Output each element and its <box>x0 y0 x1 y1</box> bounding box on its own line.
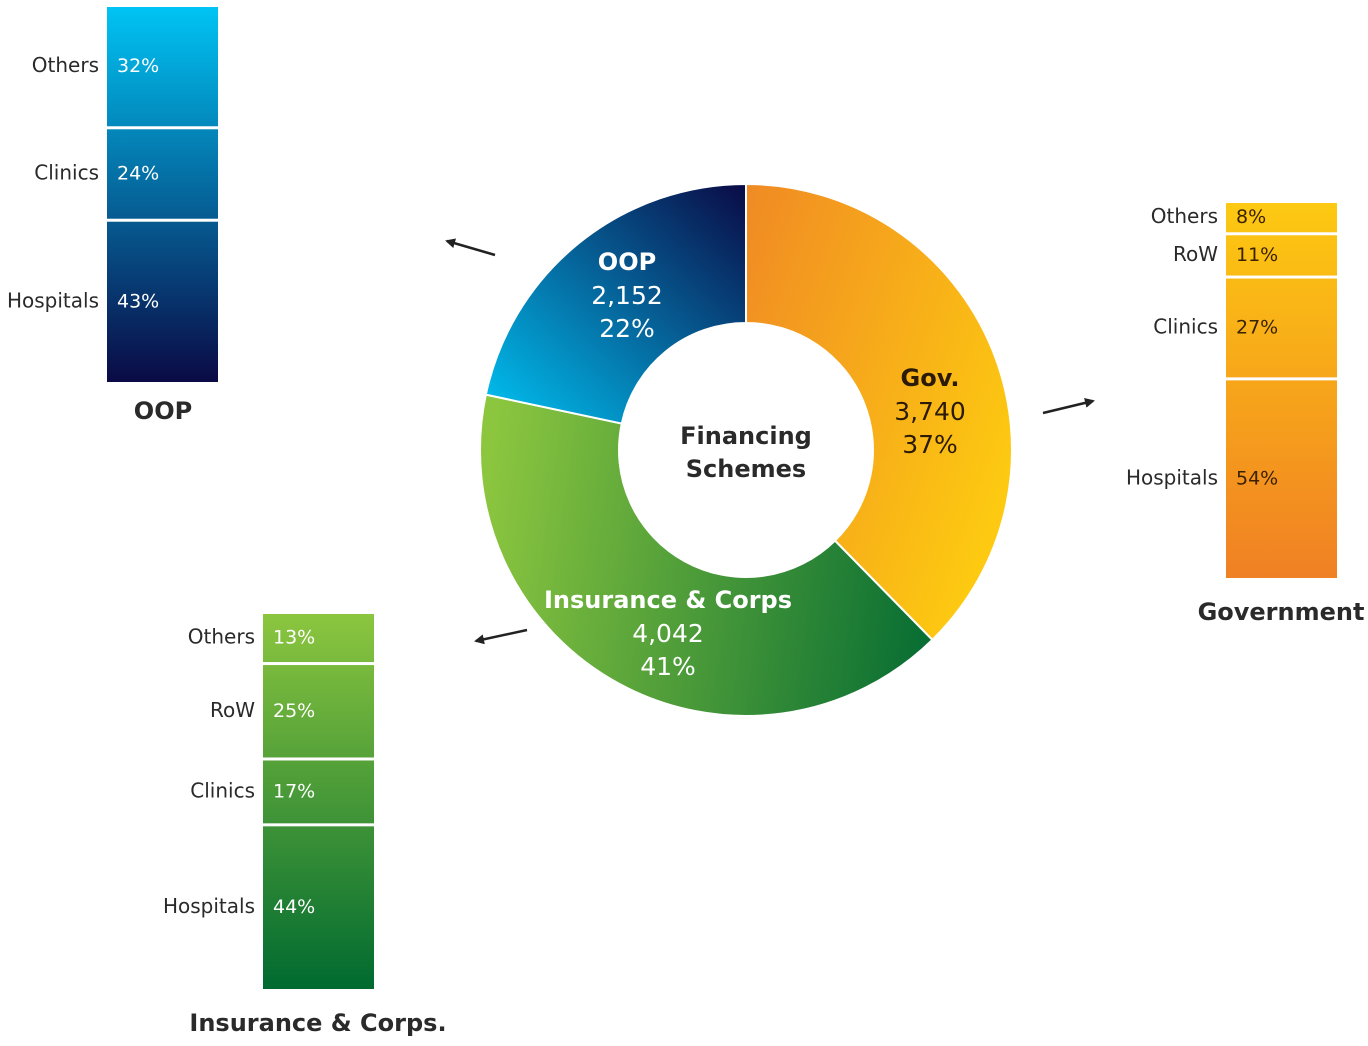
slice-value: 4,042 <box>632 619 704 648</box>
bar-segment <box>1226 203 1337 233</box>
bar-title: Insurance & Corps. <box>189 1009 446 1037</box>
bar-value-label: 54% <box>1236 468 1278 490</box>
bar-category-label: Hospitals <box>7 288 99 312</box>
bar-title: OOP <box>134 397 192 425</box>
slice-label: Gov. <box>901 364 960 392</box>
bar-value-label: 8% <box>1236 206 1266 228</box>
bar-segment <box>1226 380 1337 578</box>
bar-category-label: Clinics <box>34 161 99 185</box>
government-stacked-bar: Others 8% RoW 11% Clinics 27% Hospitals 54% Gove… <box>1126 203 1364 626</box>
bar-segment <box>107 129 218 219</box>
donut-chart: Gov. 3,740 37% Insurance & Corps 4,042 41% OOP… <box>479 182 1013 717</box>
donut-slice-gov <box>745 182 1013 642</box>
bar-value-label: 27% <box>1236 316 1278 338</box>
bar-segment <box>263 614 374 663</box>
donut-slice-oop <box>484 182 747 425</box>
insurance-stacked-bar: Others 13% RoW 25% Clinics 17% Hospitals 44% Ins… <box>163 614 447 1037</box>
bar-category-label: RoW <box>1173 242 1218 266</box>
bar-segment <box>107 7 218 127</box>
bar-segment <box>263 826 374 989</box>
connector-arrows <box>445 238 1095 645</box>
bar-value-label: 13% <box>273 627 315 649</box>
bar-value-label: 44% <box>273 896 315 918</box>
bar-title: Government <box>1198 598 1365 626</box>
slice-value: 2,152 <box>591 281 663 310</box>
bar-category-label: Others <box>1151 204 1218 228</box>
slice-percent: 41% <box>640 652 696 681</box>
bar-category-label: Others <box>188 625 255 649</box>
bar-value-label: 43% <box>117 290 159 312</box>
bar-segment <box>1226 278 1337 378</box>
donut-slice-insurance-corps <box>479 393 934 717</box>
arrow-to-government <box>1042 398 1095 415</box>
bar-category-label: RoW <box>210 698 255 722</box>
slice-percent: 37% <box>902 430 958 459</box>
bar-category-label: Hospitals <box>1126 466 1218 490</box>
bar-segment <box>263 665 374 758</box>
oop-stacked-bar: Others 32% Clinics 24% Hospitals 43% OOP <box>7 7 218 425</box>
bar-value-label: 24% <box>117 163 159 185</box>
bar-category-label: Others <box>32 53 99 77</box>
bar-category-label: Clinics <box>1153 314 1218 338</box>
bar-segment <box>107 221 218 382</box>
bar-value-label: 17% <box>273 780 315 802</box>
slice-value: 3,740 <box>894 397 966 426</box>
bar-value-label: 25% <box>273 700 315 722</box>
bar-category-label: Clinics <box>190 778 255 802</box>
bar-value-label: 32% <box>117 55 159 77</box>
bar-segment <box>1226 235 1337 276</box>
slice-percent: 22% <box>599 314 655 343</box>
donut-center-label: Schemes <box>686 455 806 483</box>
arrow-to-insurance <box>474 628 528 645</box>
bar-value-label: 11% <box>1236 244 1278 266</box>
bar-category-label: Hospitals <box>163 894 255 918</box>
slice-label: Insurance & Corps <box>544 586 792 614</box>
bar-segment <box>263 760 374 824</box>
arrow-to-oop <box>445 238 496 257</box>
slice-label: OOP <box>598 248 656 276</box>
donut-center-label: Financing <box>680 422 812 450</box>
